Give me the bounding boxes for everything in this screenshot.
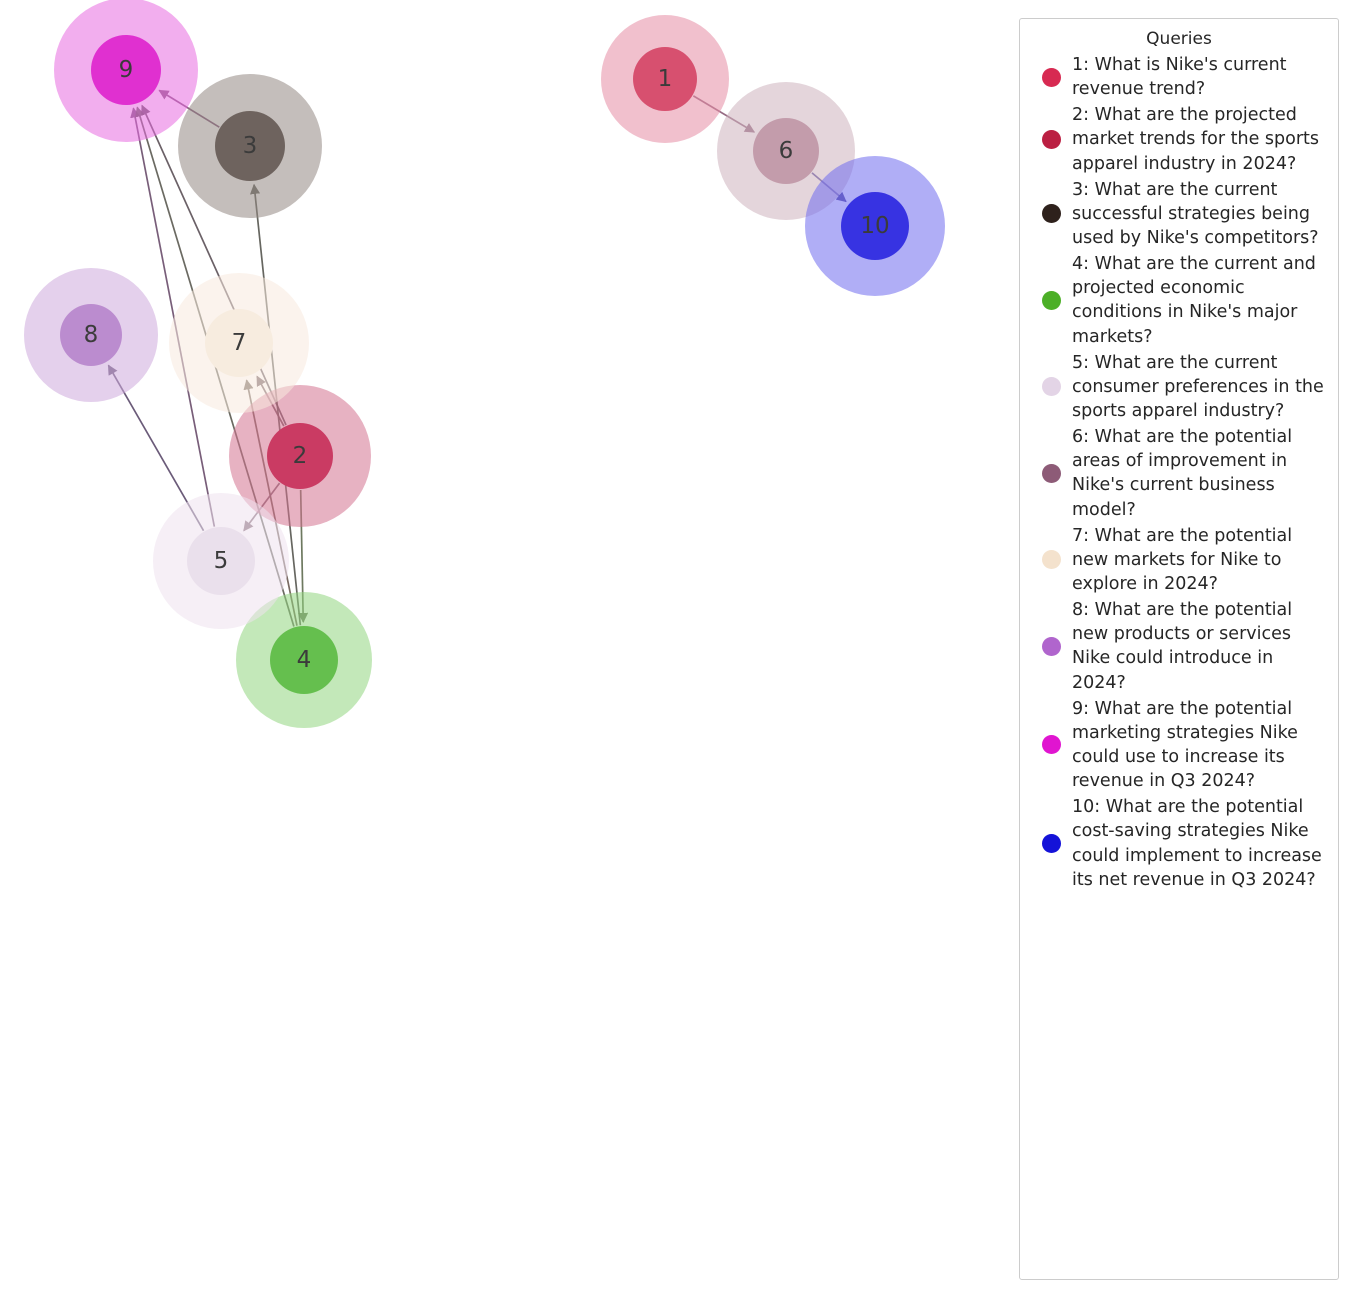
- legend-color-dot-icon: [1041, 67, 1061, 87]
- legend-item-label: 4: What are the current and projected ec…: [1072, 254, 1316, 347]
- legend-marker-cell: [1030, 463, 1072, 483]
- graph-canvas: 1 2 3 4 5 6 7 8 9 10: [24, 0, 945, 728]
- legend-item-label: 9: What are the potential marketing stra…: [1072, 698, 1298, 792]
- node-core-circle: [270, 626, 338, 694]
- legend-color-dot-icon: [1041, 290, 1061, 310]
- legend-item: 3: What are the current successful strat…: [1030, 178, 1328, 250]
- legend-marker-cell: [1030, 550, 1072, 570]
- legend-item: 7: What are the potential new markets fo…: [1030, 524, 1328, 596]
- node-core-circle: [91, 35, 161, 105]
- legend-color-dot-icon: [1041, 636, 1061, 656]
- legend-marker-cell: [1030, 67, 1072, 87]
- legend-item: 5: What are the current consumer prefere…: [1030, 351, 1328, 423]
- legend-color-dot-icon: [1041, 129, 1061, 149]
- legend-item: 4: What are the current and projected ec…: [1030, 252, 1328, 349]
- legend-color-dot-icon: [1041, 204, 1061, 224]
- legend-marker-cell: [1030, 377, 1072, 397]
- legend-item: 2: What are the projected market trends …: [1030, 103, 1328, 175]
- legend-marker-cell: [1030, 129, 1072, 149]
- node-core-circle: [633, 47, 697, 111]
- legend-color-dot-icon: [1041, 735, 1061, 755]
- legend-item-label: 10: What are the potential cost-saving s…: [1072, 797, 1322, 890]
- legend-item-label: 8: What are the potential new products o…: [1072, 600, 1293, 693]
- node-core-circle: [267, 423, 333, 489]
- legend-marker-cell: [1030, 636, 1072, 656]
- legend-color-dot-icon: [1041, 463, 1061, 483]
- legend-marker-cell: [1030, 290, 1072, 310]
- node-core-circle: [215, 111, 285, 181]
- node-core-circle: [753, 118, 819, 184]
- legend-item: 1: What is Nike's current revenue trend?: [1030, 53, 1328, 101]
- legend-item-label: 5: What are the current consumer prefere…: [1072, 352, 1324, 421]
- legend-marker-cell: [1030, 204, 1072, 224]
- node-core-circle: [60, 304, 122, 366]
- legend-item-label: 1: What is Nike's current revenue trend?: [1072, 55, 1287, 100]
- legend-item: 8: What are the potential new products o…: [1030, 598, 1328, 695]
- legend-color-dot-icon: [1041, 834, 1061, 853]
- legend-color-dot-icon: [1041, 550, 1061, 570]
- legend-item-label: 2: What are the projected market trends …: [1072, 105, 1319, 174]
- legend-panel: Queries 1: What is Nike's current revenu…: [1019, 18, 1339, 1280]
- node-core-circle: [205, 309, 273, 377]
- legend-item-label: 3: What are the current successful strat…: [1072, 179, 1319, 248]
- legend-title: Queries: [1146, 29, 1212, 49]
- legend-item-label: 6: What are the potential areas of impro…: [1072, 427, 1293, 520]
- node-core-circle: [187, 527, 255, 595]
- legend-list: 1: What is Nike's current revenue trend?…: [1030, 53, 1328, 892]
- legend-color-dot-icon: [1041, 377, 1061, 397]
- legend-item: 6: What are the potential areas of impro…: [1030, 425, 1328, 522]
- legend-item: 10: What are the potential cost-saving s…: [1030, 795, 1328, 892]
- legend-marker-cell: [1030, 834, 1072, 853]
- legend-marker-cell: [1030, 735, 1072, 755]
- node-core-circle: [841, 192, 909, 260]
- legend-item-label: 7: What are the potential new markets fo…: [1072, 525, 1293, 594]
- legend-item: 9: What are the potential marketing stra…: [1030, 697, 1328, 794]
